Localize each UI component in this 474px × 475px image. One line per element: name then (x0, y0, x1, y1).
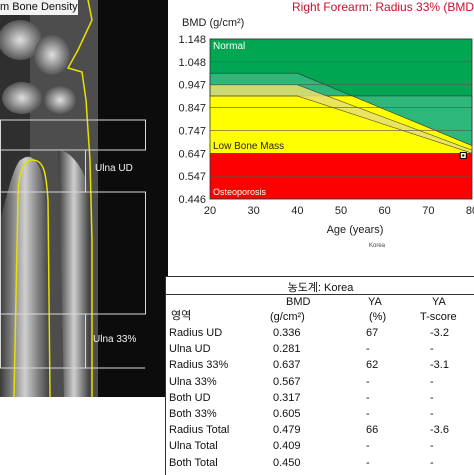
t-score-cell: -3.2 (430, 327, 449, 339)
x-tick-label: 30 (248, 205, 260, 217)
zone-label: Low Bone Mass (213, 141, 284, 152)
region-cell: Ulna 33% (169, 375, 217, 388)
header-t-score: T-score (420, 311, 457, 323)
region-cell: Radius UD (169, 327, 223, 339)
y-tick-label: 0.446 (178, 194, 206, 206)
x-tick-label: 20 (204, 205, 216, 217)
x-tick-label: 80 (466, 205, 474, 217)
carpal-bone (0, 20, 42, 60)
table-separator (166, 294, 474, 295)
x-tick-label: 70 (422, 205, 434, 217)
x-tick-label: 60 (379, 205, 391, 217)
t-score-cell: - (430, 456, 434, 469)
t-score-cell: - (430, 391, 434, 404)
t-score-cell: - (430, 408, 434, 420)
y-tick-label: 0.947 (178, 80, 206, 92)
header-bmd: BMD (286, 296, 311, 308)
ya-cell: 66 (366, 424, 379, 437)
bmd-cell: 0.605 (273, 408, 301, 420)
forearm-scan-image: m Bone Density Ulna UD Ulna 33% (0, 0, 168, 397)
table-row: Ulna 33% 0.567 - - (166, 376, 474, 392)
ya-cell: - (366, 456, 370, 469)
region-cell: Radius 33% (169, 359, 229, 372)
table-row: Both UD 0.317 - - (166, 392, 474, 408)
x-tick-labels: 20 30 40 50 60 70 80 (204, 205, 474, 217)
report-header: Right Forearm: Radius 33% (BMD) (292, 0, 474, 14)
results-table: 농도계: Korea BMD (g/cm²) YA (%) YA T-score… (165, 276, 474, 475)
region-cell: Both 33% (169, 408, 217, 420)
x-tick-label: 40 (291, 205, 303, 217)
ya-cell: - (366, 343, 370, 356)
ya-cell: 67 (366, 327, 379, 339)
bmd-cell: 0.450 (273, 456, 301, 469)
plot-frame (209, 38, 473, 200)
bmd-cell: 0.479 (273, 424, 301, 437)
bmd-cell: 0.637 (273, 359, 301, 372)
table-row: Both 33% 0.605 - - (166, 408, 474, 424)
ulna-bone (58, 150, 90, 397)
bmd-cell: 0.409 (273, 440, 301, 453)
t-score-cell: - (430, 343, 434, 356)
zone-label: Normal (213, 41, 245, 52)
t-score-cell: -3.1 (430, 359, 449, 372)
region-cell: Radius Total (169, 424, 230, 437)
header-t: YA (432, 296, 446, 308)
zone-label: Osteoporosis (213, 187, 267, 197)
table-row: Radius Total 0.479 66 -3.6 (166, 424, 474, 440)
bmd-chart: BMD (g/cm²) Normal Low Bone Mass Osteoporo… (178, 17, 474, 249)
table-row: Ulna Total 0.409 - - (166, 440, 474, 456)
t-score-cell: - (430, 375, 434, 388)
header-region: 영역 (171, 310, 192, 322)
region-cell: Both Total (169, 456, 218, 469)
bmd-cell: 0.336 (273, 327, 301, 339)
y-tick-label: 1.048 (178, 57, 206, 69)
ya-cell: - (366, 391, 370, 404)
y-axis-label: BMD (g/cm²) (182, 17, 244, 29)
bmd-cell: 0.281 (273, 343, 301, 356)
region-cell: Both UD (169, 391, 211, 404)
radius-bone (0, 156, 50, 397)
table-row: Both Total 0.450 - - (166, 457, 474, 473)
y-tick-labels: 1.148 1.048 0.947 0.847 0.747 0.647 0.547 0.446 (178, 34, 206, 206)
table-row: Radius UD 0.336 67 -3.2 (166, 327, 474, 343)
x-axis-label: Age (years) (327, 224, 384, 236)
t-score-cell: -3.6 (430, 424, 449, 437)
header-ya-unit: (%) (369, 311, 387, 323)
roi-box-33 (0, 313, 86, 369)
ya-cell: - (366, 440, 370, 453)
scan-title: m Bone Density (0, 0, 78, 15)
bmd-cell: 0.567 (273, 375, 301, 388)
blank-area (0, 397, 168, 474)
x-tick-label: 50 (335, 205, 347, 217)
region-cell: Ulna Total (169, 440, 218, 453)
bmd-cell: 0.317 (273, 391, 301, 404)
y-tick-label: 0.747 (178, 125, 206, 137)
ya-cell: 62 (366, 359, 379, 372)
header-ya: YA (368, 296, 382, 308)
scan-drawing (0, 0, 146, 397)
y-tick-label: 1.148 (178, 34, 206, 46)
y-tick-label: 0.547 (178, 171, 206, 183)
ya-cell: - (366, 375, 370, 388)
region-cell: Ulna UD (169, 343, 211, 356)
table-title: 농도계: Korea (287, 282, 354, 294)
plot-area: Normal Low Bone Mass Osteoporosis (209, 38, 473, 200)
header-bmd-unit: (g/cm²) (270, 311, 305, 323)
t-score-cell: - (430, 440, 434, 453)
roi-label-ulna-33: Ulna 33% (93, 334, 137, 345)
forearm-outline (66, 0, 93, 397)
table-row: Ulna UD 0.281 - - (166, 343, 474, 359)
table-row: Radius 33% 0.637 62 -3.1 (166, 359, 474, 375)
reference-population-note: Korea (369, 243, 386, 249)
y-tick-label: 0.647 (178, 148, 206, 160)
roi-label-ulna-ud: Ulna UD (95, 163, 133, 174)
y-tick-label: 0.847 (178, 103, 206, 115)
ya-cell: - (366, 408, 370, 420)
radius-outline (17, 159, 51, 397)
